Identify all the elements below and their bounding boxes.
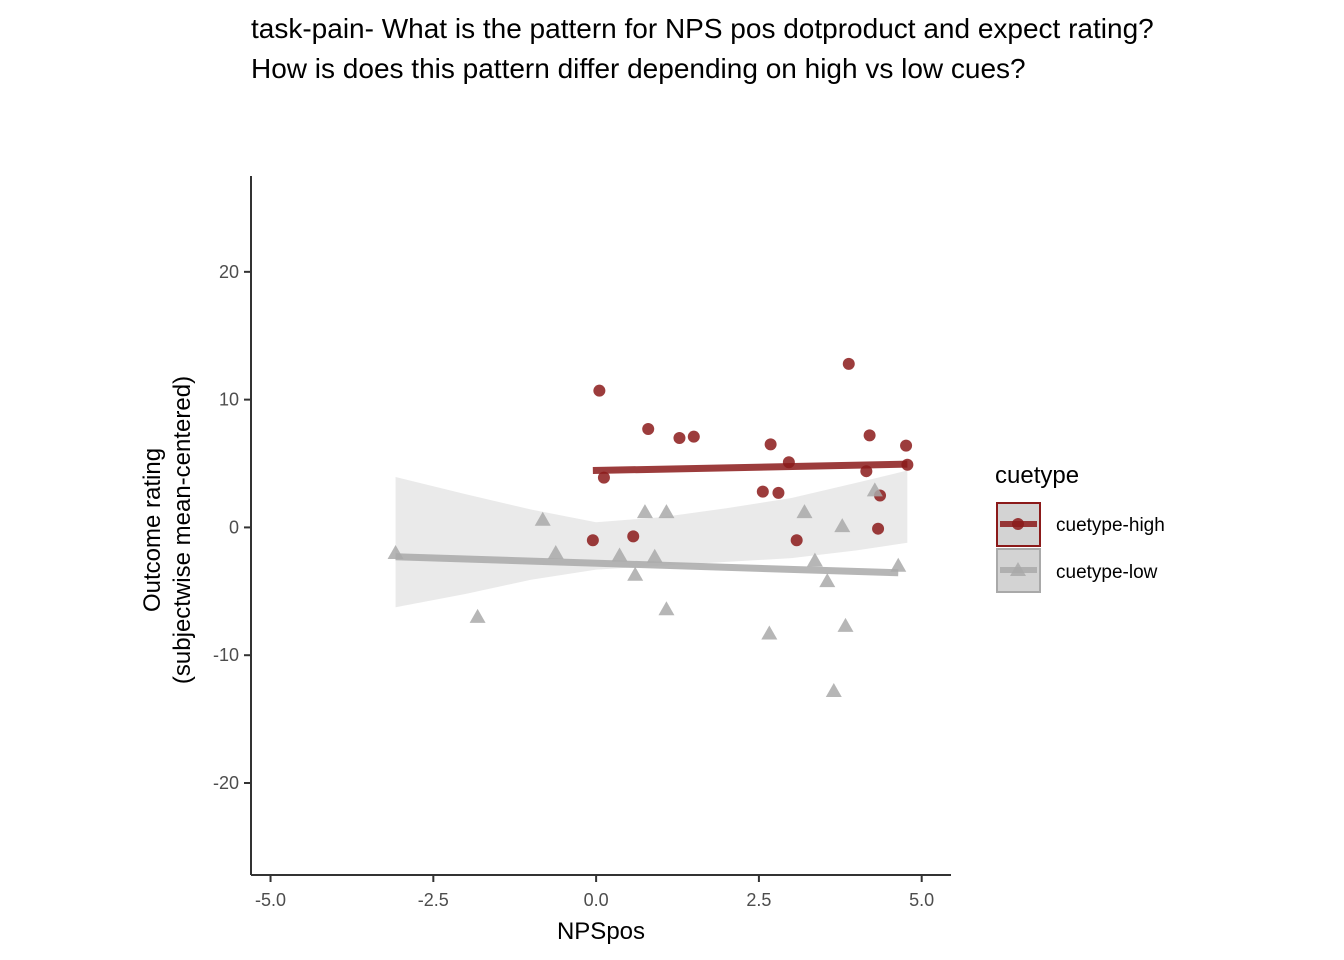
data-point-cuetype-high <box>790 534 803 547</box>
y-tick-label: 20 <box>219 262 239 282</box>
data-point-cuetype-low <box>469 608 486 623</box>
legend-key-high-marker <box>1012 518 1024 530</box>
data-point-cuetype-high <box>627 530 640 543</box>
data-point-cuetype-high <box>872 522 885 535</box>
plot-area <box>387 357 914 697</box>
y-tick-label: -10 <box>213 645 239 665</box>
data-point-cuetype-low <box>534 511 551 526</box>
y-tick-label: -20 <box>213 773 239 793</box>
data-point-cuetype-high <box>673 431 686 444</box>
data-point-cuetype-high <box>597 471 610 484</box>
data-point-cuetype-low <box>658 601 675 616</box>
confidence-band-cuetype-low <box>395 470 908 608</box>
data-point-cuetype-low <box>796 504 813 519</box>
fit-line-cuetype-high <box>592 460 908 475</box>
chart-title-line-1: task-pain- What is the pattern for NPS p… <box>251 13 1154 44</box>
data-point-cuetype-high <box>756 485 769 498</box>
legend-label-low: cuetype-low <box>1056 562 1158 583</box>
data-point-cuetype-high <box>900 439 913 452</box>
data-point-cuetype-low <box>806 552 823 567</box>
chart-title: task-pain- What is the pattern for NPS p… <box>251 13 1154 84</box>
data-point-cuetype-low <box>761 625 778 640</box>
data-point-cuetype-high <box>772 486 785 499</box>
x-axis: -5.0 -2.5 0.0 2.5 5.0 NPSpos <box>251 874 951 945</box>
data-point-cuetype-low <box>547 544 564 559</box>
x-tick-label: 0.0 <box>584 890 609 910</box>
x-axis-title: NPSpos <box>557 918 645 945</box>
y-axis: -20 -10 0 10 20 Outcome rating (subjectwise … <box>139 176 252 875</box>
legend-key-low-marker <box>1010 562 1026 576</box>
legend-item-high: cuetype-high <box>996 502 1165 547</box>
data-point-cuetype-high <box>642 423 655 436</box>
data-point-cuetype-high <box>764 438 777 451</box>
data-point-cuetype-low <box>611 547 628 562</box>
data-point-cuetype-high <box>842 357 855 370</box>
x-tick-label: 5.0 <box>909 890 934 910</box>
chart-title-line-2: How is does this pattern differ dependin… <box>251 53 1026 84</box>
fit-line-cuetype-low <box>395 553 899 577</box>
data-point-cuetype-high <box>863 429 876 442</box>
data-point-cuetype-low <box>890 557 907 572</box>
legend: cuetype cuetype-high cuetype-low <box>995 462 1165 593</box>
y-tick-label: 10 <box>219 390 239 410</box>
data-point-cuetype-high <box>593 384 606 397</box>
data-point-cuetype-low <box>825 682 842 697</box>
legend-title: cuetype <box>995 462 1079 489</box>
y-axis-title-line-2: (subjectwise mean-centered) <box>169 376 196 684</box>
y-tick-label: 0 <box>229 517 239 537</box>
data-point-cuetype-low <box>866 482 883 497</box>
data-point-cuetype-low <box>627 566 644 581</box>
y-axis-title-line-1: Outcome rating <box>139 448 166 612</box>
data-point-cuetype-high <box>586 534 599 547</box>
legend-item-low: cuetype-low <box>996 548 1158 593</box>
data-point-cuetype-low <box>819 573 836 588</box>
data-point-cuetype-low <box>837 617 854 632</box>
data-point-cuetype-low <box>646 548 663 563</box>
x-tick-label: -5.0 <box>255 890 286 910</box>
data-point-cuetype-high <box>687 430 700 443</box>
data-point-cuetype-low <box>834 518 851 533</box>
data-point-cuetype-low <box>636 504 653 519</box>
x-tick-label: 2.5 <box>746 890 771 910</box>
x-tick-label: -2.5 <box>418 890 449 910</box>
legend-label-high: cuetype-high <box>1056 515 1165 536</box>
data-point-cuetype-low <box>658 504 675 519</box>
